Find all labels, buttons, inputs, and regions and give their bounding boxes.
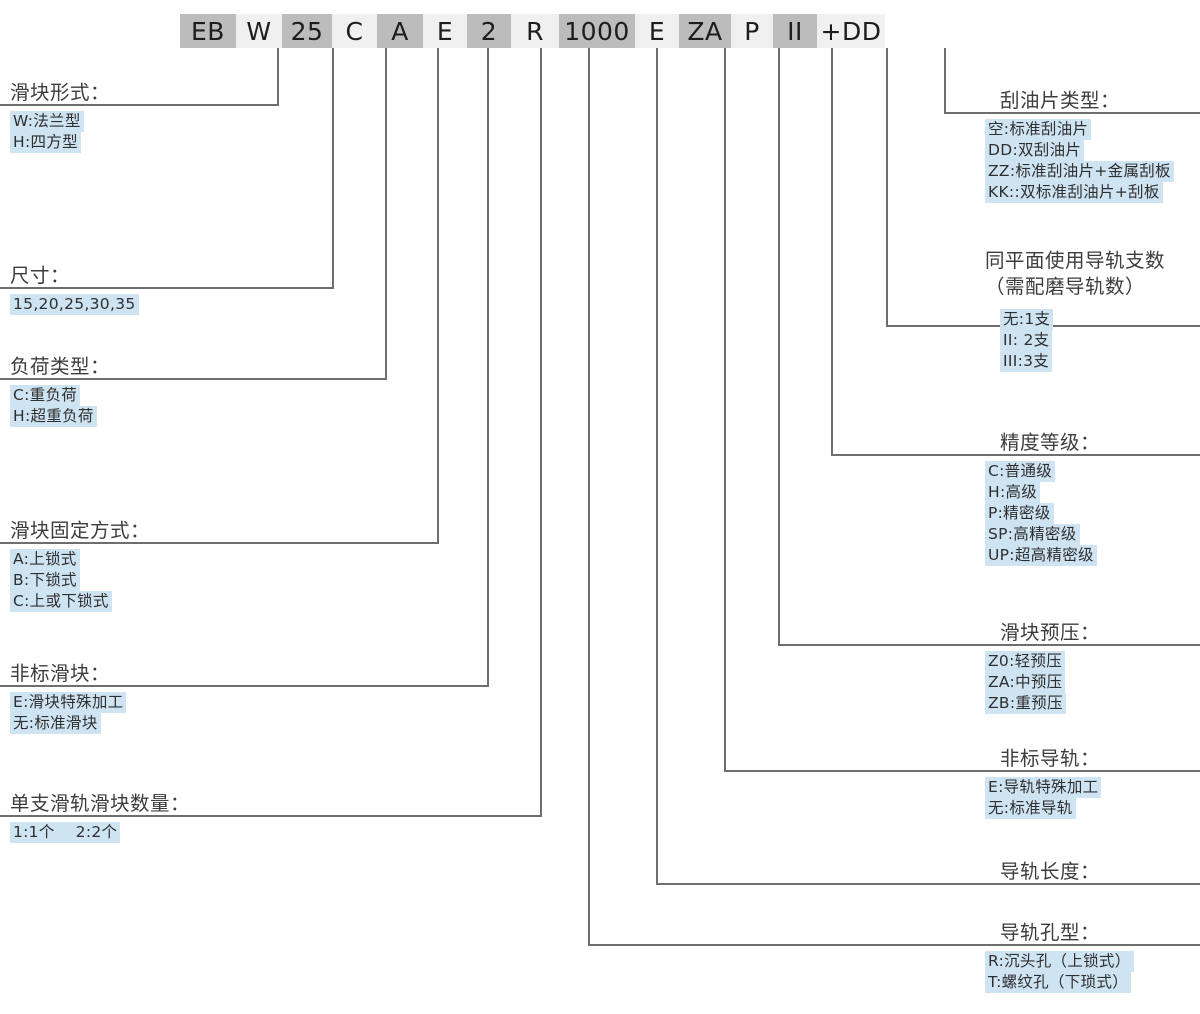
option-item: C:上或下锁式: [10, 591, 112, 612]
code-segment[interactable]: +DD: [817, 14, 885, 48]
option-item: ZA:中预压: [985, 672, 1066, 693]
block-title: 非标导轨：: [1000, 747, 1101, 770]
option-item: B:下锁式: [10, 570, 80, 591]
option-item: 无:标准导轨: [985, 798, 1076, 819]
code-segment[interactable]: W: [236, 14, 282, 48]
option-item: ZZ:标准刮油片+金属刮板: [985, 161, 1174, 182]
block-title: 滑块预压：: [1000, 621, 1101, 644]
code-segment[interactable]: R: [511, 14, 559, 48]
option-item: R:沉头孔（上锁式）: [985, 951, 1134, 972]
option-item: UP:超高精密级: [985, 545, 1097, 566]
code-segment[interactable]: EB: [180, 14, 236, 48]
option-item: SP:高精密级: [985, 524, 1080, 545]
block-options: W:法兰型 H:四方型: [10, 111, 110, 153]
block-title: 滑块固定方式：: [10, 519, 151, 542]
block-options: 空:标准刮油片 DD:双刮油片 ZZ:标准刮油片+金属刮板 KK::双标准刮油片…: [985, 119, 1174, 203]
block-options: A:上锁式 B:下锁式 C:上或下锁式: [10, 549, 150, 612]
code-segment[interactable]: A: [377, 14, 423, 48]
block-title: 尺寸：: [10, 264, 71, 287]
code-segment[interactable]: C: [332, 14, 377, 48]
spec-block-rail-count: 同平面使用导轨支数 （需配磨导轨数） 无:1支 II: 2支 III:3支: [985, 248, 1165, 372]
option-item: E:滑块特殊加工: [10, 692, 127, 713]
spec-block-accuracy-grade: 精度等级： C:普通级 H:高级 P:精密级 SP:高精密级 UP:超高精密级: [985, 430, 1101, 566]
block-subtitle: （需配磨导轨数）: [985, 275, 1146, 298]
option-item: 1:1个 2:2个: [10, 822, 121, 843]
option-item: 无:标准滑块: [10, 713, 101, 734]
option-item: 无:1支: [1000, 309, 1054, 330]
code-segment[interactable]: E: [423, 14, 467, 48]
spec-block-slider-count: 单支滑轨滑块数量： 1:1个 2:2个: [10, 791, 190, 843]
block-options: E:滑块特殊加工 无:标准滑块: [10, 692, 127, 734]
code-segment[interactable]: 25: [282, 14, 332, 48]
option-item: H:四方型: [10, 132, 81, 153]
code-segment[interactable]: 2: [467, 14, 511, 48]
option-item: A:上锁式: [10, 549, 80, 570]
block-title: 导轨长度：: [1000, 860, 1101, 883]
code-segment[interactable]: II: [773, 14, 817, 48]
option-item: II: 2支: [1000, 330, 1053, 351]
option-item: 15,20,25,30,35: [10, 294, 139, 315]
block-options: R:沉头孔（上锁式） T:螺纹孔（下琐式）: [985, 951, 1134, 993]
block-title: 导轨孔型：: [1000, 921, 1101, 944]
block-options: C:普通级 H:高级 P:精密级 SP:高精密级 UP:超高精密级: [985, 461, 1100, 566]
spec-block-size: 尺寸： 15,20,25,30,35: [10, 263, 139, 315]
block-options: 15,20,25,30,35: [10, 294, 139, 315]
option-item: W:法兰型: [10, 111, 84, 132]
option-item: III:3支: [1000, 351, 1053, 372]
option-item: C:重负荷: [10, 385, 81, 406]
code-segment[interactable]: ZA: [679, 14, 731, 48]
spec-block-slider-mounting: 滑块固定方式： A:上锁式 B:下锁式 C:上或下锁式: [10, 518, 150, 612]
code-segment[interactable]: 1000: [559, 14, 635, 48]
block-options: C:重负荷 H:超重负荷: [10, 385, 110, 427]
option-item: DD:双刮油片: [985, 140, 1085, 161]
spec-block-nonstandard-rail: 非标导轨： E:导轨特殊加工 无:标准导轨: [985, 746, 1102, 819]
block-options: 无:1支 II: 2支 III:3支: [1000, 309, 1165, 372]
block-title: 非标滑块：: [10, 662, 111, 685]
spec-block-slider-type: 滑块形式： W:法兰型 H:四方型: [10, 80, 110, 153]
spec-block-preload: 滑块预压： Z0:轻预压 ZA:中预压 ZB:重预压: [985, 620, 1101, 714]
option-item: KK::双标准刮油片+刮板: [985, 182, 1163, 203]
block-options: 1:1个 2:2个: [10, 822, 190, 843]
block-options: Z0:轻预压 ZA:中预压 ZB:重预压: [985, 651, 1100, 714]
block-title: 同平面使用导轨支数: [985, 249, 1166, 272]
option-item: T:螺纹孔（下琐式）: [985, 972, 1131, 993]
spec-block-nonstandard-slider: 非标滑块： E:滑块特殊加工 无:标准滑块: [10, 661, 127, 734]
code-segment[interactable]: P: [731, 14, 773, 48]
spec-block-rail-length: 导轨长度：: [1000, 859, 1100, 885]
product-code-string: EB W 25 C A E 2 R 1000 E ZA P II +DD: [180, 14, 885, 48]
spec-block-rail-hole-type: 导轨孔型： R:沉头孔（上锁式） T:螺纹孔（下琐式）: [985, 920, 1134, 993]
block-title: 负荷类型：: [10, 355, 111, 378]
code-segment[interactable]: E: [635, 14, 679, 48]
option-item: Z0:轻预压: [985, 651, 1066, 672]
option-item: H:超重负荷: [10, 406, 97, 427]
block-title: 滑块形式：: [10, 81, 111, 104]
spec-block-wiper-type: 刮油片类型： 空:标准刮油片 DD:双刮油片 ZZ:标准刮油片+金属刮板 KK:…: [985, 88, 1174, 203]
option-item: C:普通级: [985, 461, 1056, 482]
option-item: H:高级: [985, 482, 1041, 503]
block-options: E:导轨特殊加工 无:标准导轨: [985, 777, 1102, 819]
block-title: 精度等级：: [1000, 431, 1101, 454]
block-title: 单支滑轨滑块数量：: [10, 792, 191, 815]
option-item: ZB:重预压: [985, 693, 1066, 714]
option-item: E:导轨特殊加工: [985, 777, 1102, 798]
option-item: 空:标准刮油片: [985, 119, 1092, 140]
block-title: 刮油片类型：: [1000, 89, 1121, 112]
spec-block-load-type: 负荷类型： C:重负荷 H:超重负荷: [10, 354, 110, 427]
option-item: P:精密级: [985, 503, 1054, 524]
